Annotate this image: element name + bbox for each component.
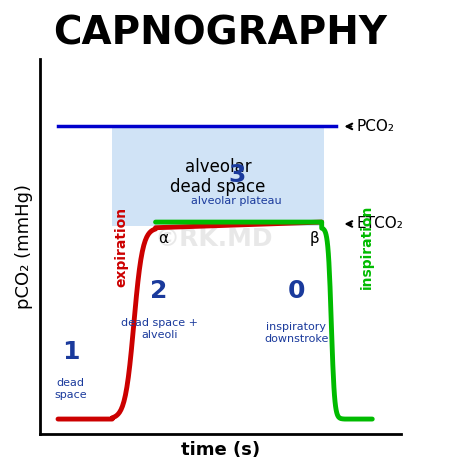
FancyBboxPatch shape	[112, 128, 323, 226]
Text: α: α	[158, 231, 168, 246]
Title: CAPNOGRAPHY: CAPNOGRAPHY	[54, 15, 387, 53]
Text: 3: 3	[228, 163, 246, 187]
Text: 0: 0	[288, 280, 305, 303]
Text: ©RK.MD: ©RK.MD	[154, 227, 273, 251]
Text: inspiratory
downstroke: inspiratory downstroke	[264, 322, 328, 344]
Text: dead space +
alveoli: dead space + alveoli	[121, 318, 198, 340]
Text: 1: 1	[62, 339, 80, 364]
Text: expiration: expiration	[114, 206, 128, 287]
X-axis label: time (s): time (s)	[181, 441, 260, 459]
Text: PCO₂: PCO₂	[356, 119, 394, 134]
Text: alveolar
dead space: alveolar dead space	[170, 158, 265, 196]
Text: β: β	[310, 231, 319, 246]
Text: ETCO₂: ETCO₂	[356, 217, 403, 231]
Y-axis label: pCO₂ (mmHg): pCO₂ (mmHg)	[15, 184, 33, 309]
Text: inspiration: inspiration	[360, 204, 374, 289]
Text: alveolar plateau: alveolar plateau	[191, 196, 282, 207]
Text: 2: 2	[150, 280, 168, 303]
Text: dead
space: dead space	[55, 378, 87, 400]
